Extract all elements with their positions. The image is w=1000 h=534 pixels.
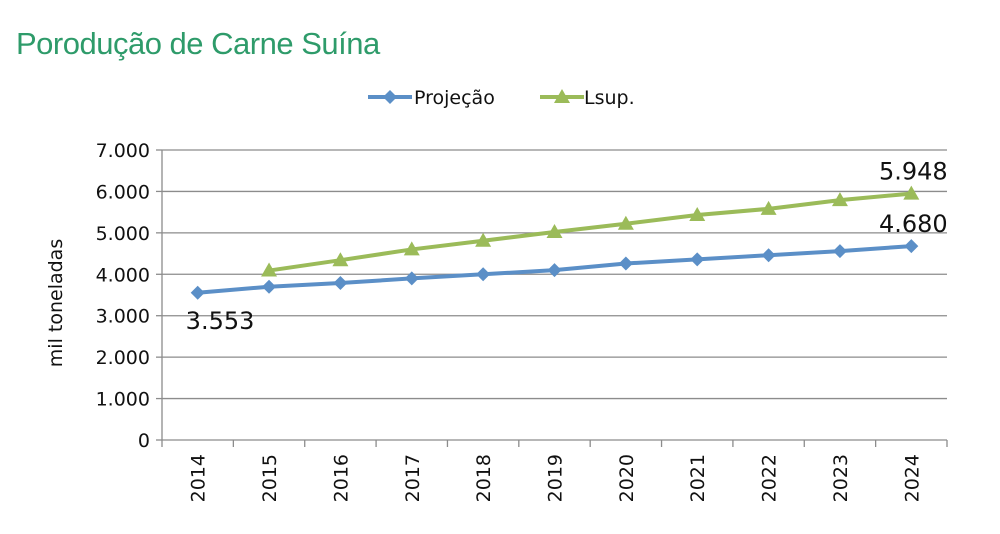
y-tick-label: 1.000 — [96, 389, 150, 411]
lsup-line — [268, 191, 912, 273]
lsup-point — [546, 224, 563, 239]
x-tick-label: 2019 — [545, 454, 567, 502]
y-tick-label: 7.000 — [96, 140, 150, 162]
x-tick-label: 2016 — [330, 454, 352, 502]
x-tick-label: 2015 — [259, 454, 281, 502]
lsup-point — [760, 200, 777, 215]
projecao-point — [262, 279, 277, 294]
lsup-point — [403, 241, 420, 256]
y-tick-label: 0 — [138, 430, 150, 452]
x-tick-label: 2017 — [402, 454, 424, 502]
projecao-point — [904, 239, 919, 254]
projecao-point — [618, 256, 633, 271]
lsup-point — [903, 185, 920, 200]
x-tick-label: 2020 — [616, 454, 638, 502]
projecao-point — [832, 244, 847, 259]
data-label: 5.948 — [879, 158, 948, 186]
projecao-point — [476, 267, 491, 282]
x-tick-label: 2023 — [830, 454, 852, 502]
lsup-point — [617, 215, 634, 230]
x-tick-label: 2022 — [759, 454, 781, 502]
x-tick-label: 2018 — [473, 454, 495, 502]
lsup-point — [332, 252, 349, 267]
y-tick-label: 6.000 — [96, 181, 150, 203]
projecao-point — [404, 271, 419, 286]
data-label: 4.680 — [879, 210, 948, 238]
projecao-point — [690, 252, 705, 267]
legend-label: Projeção — [414, 87, 495, 109]
projecao-point — [190, 285, 205, 300]
y-tick-label: 2.000 — [96, 347, 150, 369]
y-tick-label: 4.000 — [96, 264, 150, 286]
y-tick-label: 3.000 — [96, 306, 150, 328]
lsup-point — [831, 192, 848, 207]
projecao-point — [761, 248, 776, 263]
lsup-point — [261, 262, 278, 277]
legend-marker — [383, 90, 397, 104]
x-tick-label: 2014 — [188, 454, 210, 502]
y-tick-label: 5.000 — [96, 223, 150, 245]
projecao-point — [333, 275, 348, 290]
projecao-point — [547, 263, 562, 278]
x-tick-label: 2021 — [687, 454, 709, 502]
y-axis-label: mil toneladas — [45, 239, 67, 367]
legend-marker — [554, 89, 570, 103]
data-label: 3.553 — [186, 307, 255, 335]
chart-title: Porodução de Carne Suína — [16, 26, 380, 61]
legend-label: Lsup. — [584, 87, 635, 109]
x-tick-label: 2024 — [901, 454, 923, 502]
lsup-point — [475, 232, 492, 247]
lsup-point — [689, 207, 706, 222]
